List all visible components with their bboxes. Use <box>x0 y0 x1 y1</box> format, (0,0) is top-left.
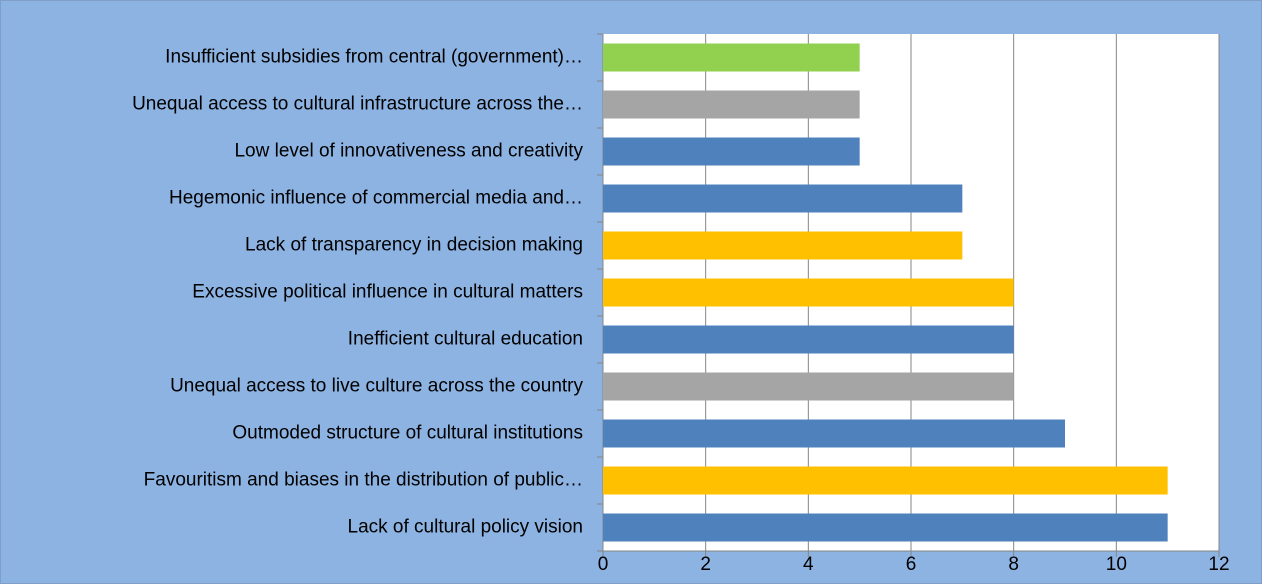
y-tick-label: Lack of transparency in decision making <box>245 235 583 256</box>
x-tick-label: 6 <box>906 554 917 575</box>
y-tick-label: Unequal access to live culture across th… <box>170 376 583 397</box>
y-tick-label: Hegemonic influence of commercial media … <box>169 188 583 209</box>
bar <box>603 184 963 213</box>
bar <box>603 372 1014 401</box>
y-tick-label: Unequal access to cultural infrastructur… <box>132 94 583 115</box>
bar <box>603 278 1014 307</box>
bar <box>603 137 860 166</box>
y-tick-label: Lack of cultural policy vision <box>348 517 584 538</box>
bar <box>603 231 963 260</box>
x-tick-label: 8 <box>1008 554 1019 575</box>
bar <box>603 419 1065 448</box>
y-tick-label: Low level of innovativeness and creativi… <box>234 141 583 162</box>
y-tick-label: Insufficient subsidies from central (gov… <box>165 47 583 68</box>
bar <box>603 466 1168 495</box>
x-tick-label: 10 <box>1106 554 1127 575</box>
x-tick-label: 0 <box>598 554 609 575</box>
bar <box>603 513 1168 542</box>
bar <box>603 43 860 72</box>
y-tick-label: Excessive political influence in cultura… <box>192 282 583 303</box>
x-tick-label: 12 <box>1208 554 1229 575</box>
x-tick-label: 4 <box>803 554 814 575</box>
bar <box>603 325 1014 354</box>
y-tick-label: Inefficient cultural education <box>348 329 583 350</box>
y-tick-label: Favouritism and biases in the distributi… <box>144 470 583 491</box>
x-tick-label: 2 <box>700 554 711 575</box>
y-tick-label: Outmoded structure of cultural instituti… <box>232 423 583 444</box>
bar <box>603 90 860 119</box>
